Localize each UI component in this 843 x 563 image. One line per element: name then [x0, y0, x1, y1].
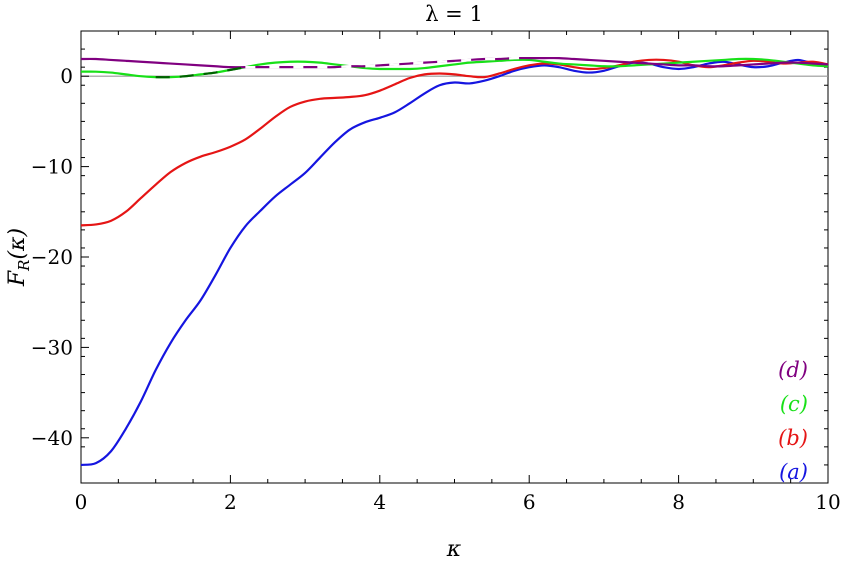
y-tick-label: −10: [31, 155, 73, 179]
x-tick-label: 8: [672, 490, 685, 514]
y-axis-label: FR(κ): [5, 228, 33, 287]
series-layer: [80, 56, 829, 467]
y-tick-label: −30: [31, 335, 73, 359]
legend-d: (d): [778, 358, 808, 382]
x-tick-label: 10: [815, 490, 840, 514]
axis-ticks: [80, 30, 829, 484]
x-tick-label: 2: [224, 490, 237, 514]
y-axis-label-sub: R: [15, 260, 33, 272]
y-axis-label-main: F: [5, 270, 30, 287]
x-axis-label: κ: [446, 537, 462, 562]
legend-a: (a): [779, 460, 808, 484]
plot-frame: [80, 30, 829, 484]
y-tick-label: −20: [31, 245, 73, 269]
y-axis-label-arg: (κ): [5, 228, 30, 260]
y-tick-label: 0: [60, 64, 73, 88]
legend-b: (b): [778, 426, 808, 450]
series-b-line: [80, 58, 829, 227]
x-tick-label: 4: [373, 490, 386, 514]
x-tick-label: 6: [523, 490, 536, 514]
tick-labels: 0 2 4 6 8 10 0 −10 −20 −30 −40: [31, 64, 841, 514]
chart-title: λ = 1: [425, 2, 483, 26]
legend-c: (c): [780, 392, 808, 416]
x-tick-label: 0: [75, 490, 88, 514]
series-d-line: [80, 56, 829, 69]
series-c-overlay-dashes: [155, 66, 246, 79]
legend: (d) (c) (b) (a): [778, 358, 808, 484]
series-a-line: [80, 58, 829, 467]
y-tick-label: −40: [31, 426, 73, 450]
